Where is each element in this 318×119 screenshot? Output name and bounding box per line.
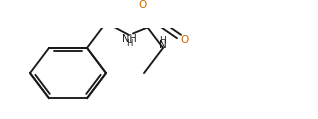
Text: O: O <box>180 35 188 45</box>
Text: H: H <box>160 36 166 45</box>
Text: NH: NH <box>121 34 136 44</box>
Text: N: N <box>159 40 167 50</box>
Text: O: O <box>138 0 146 10</box>
Text: H: H <box>126 39 132 48</box>
